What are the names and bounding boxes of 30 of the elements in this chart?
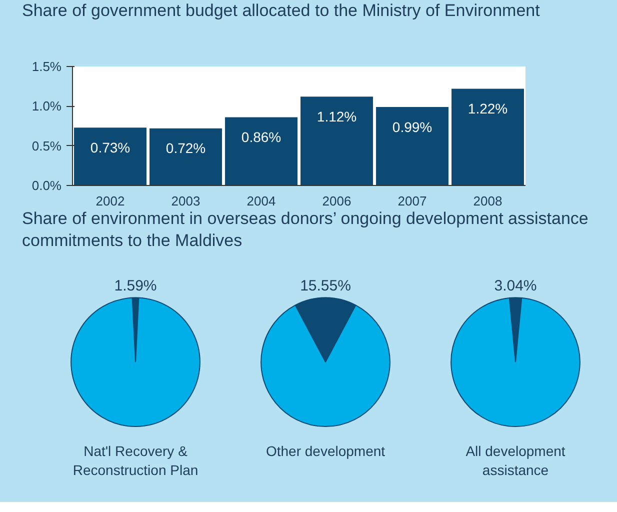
text: All development assistance	[466, 443, 566, 478]
chart-title: Share of government budget allocated to the Ministry of Environment	[22, 0, 540, 22]
x-tick-label: 2003	[171, 194, 200, 208]
y-tick-label: 1.5%	[32, 59, 62, 74]
data-label: 0.99%	[392, 118, 432, 135]
data-label: 1.12%	[316, 108, 357, 124]
x-tick-label: 2004	[246, 194, 276, 208]
text: Nat'l Recovery & Reconstruction Plan	[72, 443, 198, 478]
x-tick-label: 2002	[96, 194, 125, 208]
bar	[452, 88, 524, 186]
data-label: 0.73%	[90, 139, 130, 156]
data-label: 15.55%	[300, 278, 351, 295]
bar	[300, 96, 373, 186]
bar	[376, 106, 448, 186]
bar	[74, 128, 146, 186]
y-tick-label: 1.0%	[32, 98, 62, 114]
y-tick-label: 0.0%	[32, 178, 62, 193]
text: Other development	[266, 443, 386, 460]
x-tick-label: 2007	[398, 194, 427, 208]
data-label: 3.04%	[494, 278, 537, 295]
x-tick-label: 2006	[322, 194, 352, 208]
x-tick-label: 2008	[473, 194, 502, 208]
text: Share of environment in overseas donors’ ongoing development assistance commitments to the Maldives	[22, 208, 590, 252]
data-label: 0.86%	[241, 129, 282, 146]
bar	[225, 117, 298, 186]
data-label: 1.22%	[468, 100, 508, 117]
bar	[150, 128, 222, 186]
y-tick-label: 0.5%	[32, 138, 62, 154]
data-label: 1.59%	[114, 278, 157, 295]
data-label: 0.72%	[166, 140, 206, 156]
